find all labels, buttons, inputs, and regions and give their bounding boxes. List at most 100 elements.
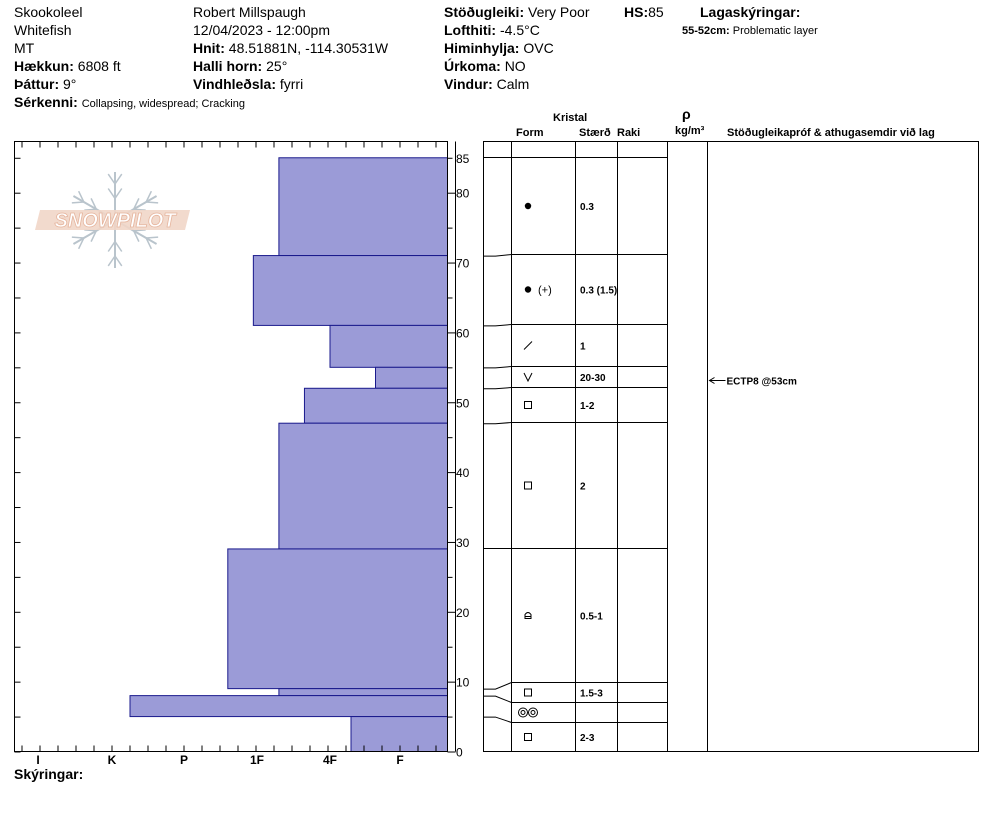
hardness-tick-label: I: [36, 753, 39, 767]
crystal-form-round-dot-plus-icon: (+): [524, 285, 552, 297]
snowflake-branch: [90, 198, 97, 210]
crystal-size-label: 1.5-3: [580, 689, 603, 700]
snowflake-branch: [84, 229, 97, 232]
location-state: MT: [14, 40, 35, 56]
depth-tick-label: 60: [456, 326, 470, 340]
hardness-tick-label: K: [108, 753, 117, 767]
snowflake-branch: [107, 255, 116, 267]
crystal-form-square-icon: [524, 401, 532, 409]
elevation-value: 6808 ft: [77, 58, 121, 74]
depth-connector: [483, 422, 512, 425]
crystal-form-slash-icon: [523, 341, 533, 350]
observation-datetime: 12/04/2023 - 12:00pm: [193, 22, 330, 38]
hardness-bar: [303, 387, 449, 424]
snowflake-branch: [84, 208, 97, 211]
crystal-size-label: 2-3: [580, 733, 595, 744]
legend-value: Problematic layer: [732, 25, 818, 37]
logo-band: [35, 210, 190, 230]
location-name: Skookoleel: [14, 4, 83, 20]
crystal-form-depth-hoar-v-icon: [523, 372, 533, 383]
airtemp-row: Lofthiti: -4.5°C: [444, 22, 540, 39]
svg-text:(+): (+): [538, 285, 552, 297]
aspect-label: Þáttur:: [14, 76, 60, 92]
elevation-label: Hækkun:: [14, 58, 74, 74]
crystal-size-label: 1-2: [580, 401, 595, 412]
remarks-label: Skýringar:: [14, 766, 84, 782]
slope-row: Halli horn: 25°: [193, 58, 287, 75]
depth-connector: [483, 716, 512, 723]
wind-row: Vindur: Calm: [444, 76, 529, 93]
hardness-tick-label: 1F: [250, 753, 264, 767]
snowflake-branch: [145, 190, 153, 203]
observer-name: Robert Millspaugh: [193, 4, 306, 20]
wind-load-label: Vindhleðsla:: [193, 76, 276, 92]
snowflake-branch: [133, 230, 140, 242]
hardness-tick-label: P: [180, 753, 188, 767]
tests-header: Stöðugleikapróf & athugasemdir við lag: [727, 127, 935, 139]
aspect-value: 9°: [63, 76, 77, 92]
hardness-bar: [252, 255, 448, 326]
snowflake-branch: [114, 188, 123, 199]
stability-value: Very Poor: [528, 4, 590, 20]
depth-tick-label: 80: [456, 187, 470, 201]
location-range: Whitefish: [14, 22, 72, 38]
depth-connector: [483, 682, 512, 690]
crystal-size-label: 2: [580, 482, 586, 493]
wind-label: Vindur:: [444, 76, 493, 92]
snowflake-branch: [133, 229, 146, 232]
snowflake-branch: [114, 173, 123, 185]
stability-row: Stöðugleiki: Very Poor: [444, 4, 590, 21]
size-header: Stærð: [579, 127, 611, 139]
hardness-tick-label: 4F: [323, 753, 337, 767]
hs-row: HS:85: [624, 4, 664, 21]
hardness-bar: [375, 366, 448, 389]
snowflake-branch: [146, 236, 159, 239]
snowflake-branch: [133, 198, 140, 210]
aspect-row: Þáttur: 9°: [14, 76, 76, 93]
snowflake-branch: [107, 241, 116, 252]
crystal-form-round-dot-icon: [524, 202, 532, 210]
snowflake-branch: [146, 201, 159, 204]
density-unit-header: kg/m³: [675, 125, 705, 137]
hardness-bar: [278, 157, 448, 257]
legend-key: 55-52cm:: [682, 25, 730, 37]
snowflake-branch: [133, 208, 146, 211]
airtemp-value: -4.5°C: [499, 22, 540, 38]
snowpilot-logo: SNOWPILOT: [35, 172, 190, 268]
legend-entry: 55-52cm: Problematic layer: [682, 23, 818, 40]
snowflake-branch: [90, 230, 97, 242]
precip-label: Úrkoma:: [444, 58, 501, 74]
elevation-row: Hækkun: 6808 ft: [14, 58, 121, 75]
snowflake-branch: [114, 255, 123, 267]
depth-tick-label: 10: [456, 676, 470, 690]
sky-label: Himinhylja:: [444, 40, 520, 56]
rho-header: ρ: [682, 106, 691, 122]
stability-label: Stöðugleiki:: [444, 4, 525, 20]
depth-tick-label: 20: [456, 606, 470, 620]
crystal-form-square-icon: [524, 688, 532, 697]
depth-tick-label: 50: [456, 396, 470, 410]
stability-test-label: ECTP8 @53cm: [727, 377, 797, 388]
moisture-header: Raki: [617, 127, 641, 139]
crystal-form-square-icon: [524, 481, 532, 490]
crystal-form-square-icon: [524, 733, 532, 741]
test-arrow-icon: [708, 377, 715, 384]
hardness-bar: [129, 695, 448, 718]
depth-connector: [483, 366, 512, 369]
depth-tick-label: 70: [456, 257, 470, 271]
legend-title: Lagaskýringar:: [700, 4, 801, 20]
precip-value: NO: [504, 58, 526, 74]
hardness-bar: [329, 324, 448, 368]
hardness-bars: [129, 157, 449, 753]
sky-value: OVC: [523, 40, 554, 56]
hs-value: 85: [648, 4, 664, 20]
features-value: Collapsing, widespread; Cracking: [81, 98, 245, 110]
depth-tick-label: 85: [456, 152, 470, 166]
logo-wordmark: SNOWPILOT: [54, 210, 177, 232]
hardness-bar: [350, 716, 448, 753]
snowflake-branch: [114, 241, 123, 252]
hardness-bar: [278, 688, 448, 697]
depth-connector: [483, 324, 512, 327]
crystal-size-label: 1: [580, 342, 586, 353]
